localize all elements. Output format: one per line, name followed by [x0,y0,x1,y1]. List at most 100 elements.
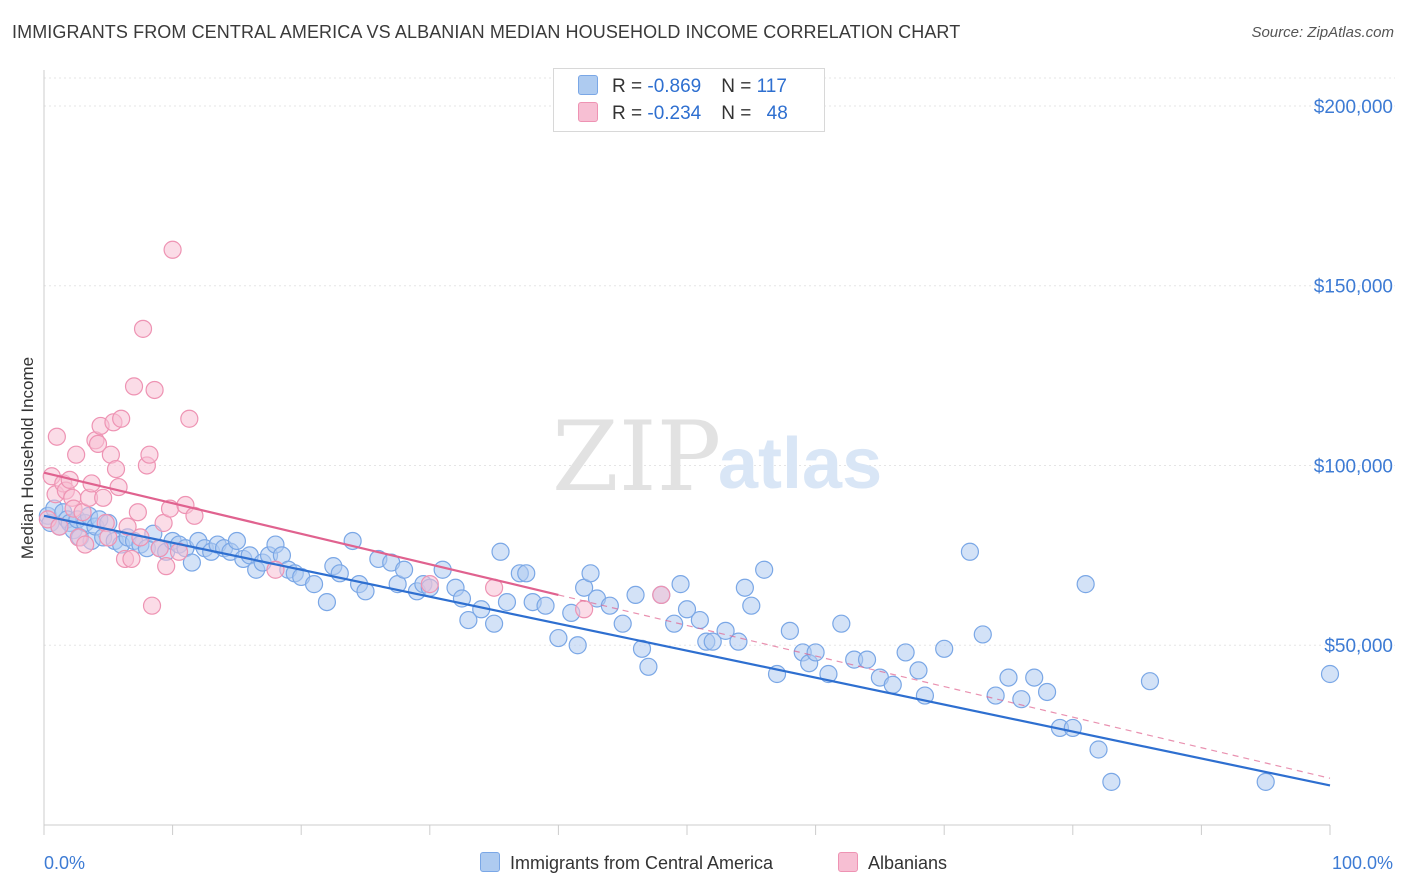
albanians-point [124,377,144,396]
central-america-point [755,560,774,579]
central-america-point [1320,664,1340,684]
albanians-point [122,549,141,569]
y-axis-label: Median Household Income [18,356,37,560]
central-america-point [742,596,761,615]
central-america-point [536,596,555,615]
albanians-point [145,380,164,400]
y-tick-label: $150,000 [1314,277,1393,298]
albanians-trend-line [43,471,559,596]
albanians-point [157,557,176,576]
central-america-point [857,650,877,669]
legend-label: Immigrants from Central America [510,853,774,873]
central-america-point [986,686,1005,705]
albanians-point [88,434,108,454]
axes [43,70,1331,835]
central-america-point [677,600,697,619]
central-america-point [1140,672,1160,691]
albanians-point [133,319,153,338]
central-america-point [1089,740,1108,759]
albanians-point [180,409,199,428]
central-america-point [317,592,337,612]
albanians-point [109,477,128,497]
central-america-point [973,625,992,644]
source-credit: Source: ZipAtlas.com [1251,24,1394,41]
x-tick-label-min: 0.0% [44,853,85,873]
albanians-point [106,459,126,479]
albanians-point [76,535,95,554]
albanians-point [575,600,594,619]
central-america-point [780,621,799,640]
central-america-point [1012,690,1031,709]
albanians-point [128,503,147,522]
r-label: R = [612,76,648,97]
trend-lines [43,471,1331,787]
central-america-point [485,614,504,633]
albanians-point [140,445,159,464]
n-value: 48 [766,103,788,124]
y-tick-label: $100,000 [1314,456,1393,477]
central-america-point [735,578,754,597]
albanians-point [94,488,113,507]
watermark-zip: ZIP [552,401,721,513]
y-tick-label: $50,000 [1324,636,1393,657]
n-label: N = [721,103,757,124]
chart-title: IMMIGRANTS FROM CENTRAL AMERICA VS ALBAN… [12,22,961,42]
legend-label: Albanians [868,853,948,873]
legend-swatch-blue [578,75,598,95]
legend-swatch-pink [838,852,858,872]
central-america-point [394,560,414,579]
series-legend: Immigrants from Central America Albanian… [0,852,1406,878]
central-america-point [935,639,954,658]
y-axis-label-wrap: Median Household Income [16,340,40,580]
r-label: R = [612,103,648,124]
watermark-atlas: atlas [718,424,882,504]
central-america-point [1256,772,1275,791]
central-america-point [1076,575,1095,594]
central-america-point [1025,668,1044,687]
legend-swatch-blue [480,852,500,872]
central-america-point [182,553,201,572]
legend-item-albanians[interactable]: Albanians [838,852,947,874]
albanians-trend-extension [558,594,1331,779]
central-america-point [1102,772,1121,791]
central-america-point [671,575,690,594]
central-america-point [703,632,722,651]
central-america-point [896,643,915,662]
central-america-point [909,661,928,680]
central-america-point [665,614,684,633]
central-america-trend-line [43,514,1331,787]
legend-item-central-america[interactable]: Immigrants from Central America [480,852,773,874]
n-label: N = [721,76,757,97]
albanians-point [47,427,66,446]
central-america-point [613,614,632,633]
central-america-point [883,675,902,694]
central-america-point [1037,682,1057,702]
albanians-point [652,585,671,605]
x-tick-label-max: 100.0% [1332,853,1393,873]
albanians-point [142,596,162,615]
legend-row-central-america: R = -0.869 N = 117 [578,75,787,99]
central-america-point [459,610,478,630]
central-america-point [999,668,1018,687]
central-america-point [227,531,246,551]
albanians-point [67,445,86,464]
central-america-point [549,628,568,648]
central-america-point [819,664,838,684]
central-america-point [960,542,980,561]
tick-labels: $50,000 $100,000 $150,000 $200,000 0.0% 100.0… [44,97,1393,873]
albanians-point [112,409,131,428]
central-america-point [690,610,709,630]
watermark: ZIP atlas [552,401,882,513]
central-america-point [568,636,587,655]
albanians-point [118,517,137,536]
central-america-point [626,585,645,605]
central-america-point [497,592,517,612]
legend-row-albanians: R = -0.234 N = 48 [578,102,788,126]
central-america-point [639,657,658,676]
central-america-point [581,564,600,583]
central-america-point [517,564,536,583]
central-america-point [729,632,748,651]
r-value: -0.869 [647,76,702,97]
central-america-point [491,542,510,561]
